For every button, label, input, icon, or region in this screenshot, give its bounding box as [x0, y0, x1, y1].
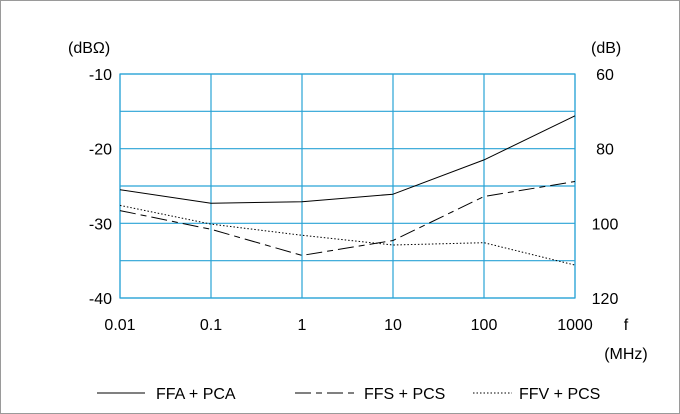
series-line-ffs-pcs	[119, 181, 576, 256]
left-tick-label: -40	[89, 291, 112, 308]
x-tick-label: 0.1	[200, 317, 222, 334]
right-tick-label: 60	[596, 67, 614, 84]
plot-area	[119, 73, 576, 299]
series-lines	[119, 115, 576, 266]
x-tick-label: 1000	[557, 317, 593, 334]
right-tick-label: 80	[596, 142, 614, 159]
legend-label-ffv-pcs: FFV + PCS	[519, 386, 600, 403]
left-tick-label: -30	[89, 216, 112, 233]
x-tick-labels: 0.01 0.1 1 10 100 1000	[104, 317, 592, 334]
left-tick-labels: -10 -20 -30 -40	[89, 67, 112, 308]
x-tick-label: 1	[298, 317, 307, 334]
x-tick-label: 0.01	[104, 317, 135, 334]
right-axis-unit: (dB)	[591, 40, 621, 57]
x-tick-label: 10	[384, 317, 402, 334]
right-tick-labels: 60 80 100 120	[592, 67, 619, 308]
left-axis-unit: (dBΩ)	[68, 40, 110, 57]
series-line-ffv-pcs	[119, 204, 576, 266]
x-axis-label: f	[624, 317, 629, 334]
legend: FFA + PCA FFS + PCS FFV + PCS	[97, 386, 600, 403]
series-line-ffa-pca	[119, 115, 576, 204]
legend-label-ffa-pca: FFA + PCA	[156, 386, 236, 403]
right-tick-label: 120	[592, 291, 619, 308]
left-tick-label: -10	[89, 67, 112, 84]
left-tick-label: -20	[89, 142, 112, 159]
x-axis-unit: (MHz)	[604, 346, 648, 363]
x-tick-label: 100	[471, 317, 498, 334]
right-tick-label: 100	[592, 216, 619, 233]
legend-label-ffs-pcs: FFS + PCS	[364, 386, 445, 403]
